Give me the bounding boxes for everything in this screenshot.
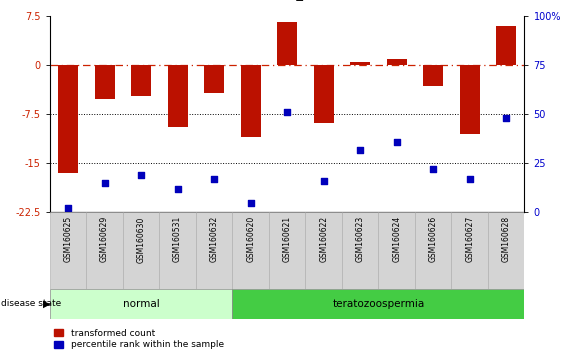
Bar (86, 212, 123, 289)
Bar (233, 212, 269, 289)
Bar (415, 212, 451, 289)
Point (428, 166, 438, 172)
Text: GSM160531: GSM160531 (173, 216, 182, 262)
Text: GSM160623: GSM160623 (356, 216, 364, 262)
Bar (94, 65, 115, 99)
Bar (50, 289, 233, 319)
Bar (269, 212, 305, 289)
Text: normal: normal (122, 298, 159, 309)
Bar (233, 289, 524, 319)
Bar (496, 26, 516, 65)
Bar (342, 212, 379, 289)
Point (100, 180, 109, 186)
Text: GSM160622: GSM160622 (319, 216, 328, 262)
Bar (314, 65, 333, 123)
Point (319, 178, 328, 184)
Point (137, 172, 146, 178)
Text: GSM160632: GSM160632 (210, 216, 219, 262)
Text: GSM160628: GSM160628 (502, 216, 511, 262)
Text: GSM160625: GSM160625 (63, 216, 73, 262)
Point (246, 200, 255, 205)
Point (392, 139, 401, 144)
Text: GSM160629: GSM160629 (100, 216, 109, 262)
Bar (350, 62, 370, 65)
Point (173, 186, 182, 192)
Bar (50, 212, 86, 289)
Text: GSM160621: GSM160621 (282, 216, 292, 262)
Point (63, 206, 73, 211)
Bar (423, 65, 443, 86)
Bar (204, 65, 224, 92)
Bar (451, 212, 488, 289)
Text: GSM160620: GSM160620 (246, 216, 255, 262)
Bar (58, 65, 78, 173)
Text: GSM160626: GSM160626 (429, 216, 438, 262)
Point (282, 109, 292, 115)
Bar (159, 212, 196, 289)
Bar (196, 212, 233, 289)
Text: disease state: disease state (1, 299, 64, 308)
Text: GSM160627: GSM160627 (465, 216, 474, 262)
Bar (305, 212, 342, 289)
Text: ▶: ▶ (43, 298, 50, 309)
Point (465, 176, 475, 182)
Point (209, 176, 219, 182)
Point (502, 115, 511, 121)
Point (356, 147, 365, 152)
Bar (277, 22, 297, 65)
Bar (379, 212, 415, 289)
Bar (488, 212, 524, 289)
Bar (459, 65, 480, 134)
Bar (123, 212, 159, 289)
Bar (131, 65, 151, 97)
Text: teratozoospermia: teratozoospermia (332, 298, 424, 309)
Text: GSM160630: GSM160630 (137, 216, 145, 263)
Legend: transformed count, percentile rank within the sample: transformed count, percentile rank withi… (54, 329, 224, 349)
Bar (241, 65, 261, 137)
Bar (168, 65, 188, 127)
Bar (387, 59, 407, 65)
Text: GSM160624: GSM160624 (392, 216, 401, 262)
